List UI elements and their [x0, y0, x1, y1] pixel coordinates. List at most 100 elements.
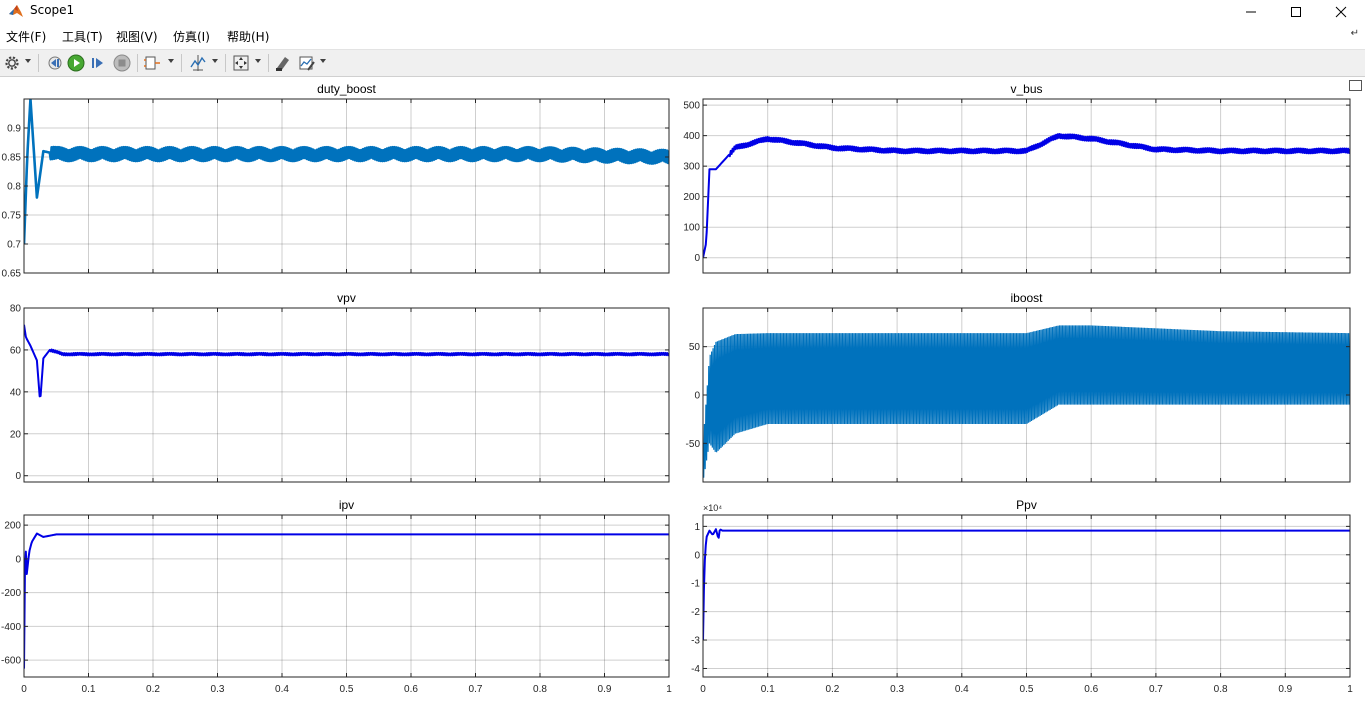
ppv-y-tick-label: -1	[691, 579, 700, 590]
duty-boost-trace	[24, 99, 669, 245]
iboost-chart: -50 0 50 iboost	[686, 291, 1351, 483]
duty-boost-y-tick-label: 0.65	[2, 269, 22, 280]
v-bus-y-tick-label: 400	[683, 131, 700, 142]
signal-selector-icon	[144, 56, 160, 70]
ppv-x-tick-label: 0.5	[1020, 684, 1034, 695]
undock-icon[interactable]	[1349, 80, 1362, 91]
close-button[interactable]	[1318, 0, 1364, 24]
ppv-x-tick-label: 0.9	[1278, 684, 1292, 695]
ipv-x-tick-label: 0.3	[211, 684, 225, 695]
ipv-x-tick-label: 0.9	[598, 684, 612, 695]
ppv-x-tick-label: 0.2	[825, 684, 839, 695]
zoom-fit-button[interactable]	[231, 53, 251, 73]
ppv-x-tick-label: 0	[700, 684, 706, 695]
ipv-x-tick-label: 0	[21, 684, 27, 695]
style-icon	[299, 56, 315, 71]
cursor-measure-icon	[190, 55, 206, 71]
signal-selector-dropdown-icon[interactable]	[168, 59, 174, 63]
step-back-button[interactable]	[44, 53, 64, 73]
v-bus-y-tick-label: 0	[694, 253, 700, 264]
iboost-y-tick-label: 0	[694, 391, 700, 402]
menu-help[interactable]: 帮助(H)	[227, 30, 270, 44]
ppv-x-tick-label: 0.7	[1149, 684, 1163, 695]
iboost-title: iboost	[1010, 291, 1043, 305]
cursor-measure-button[interactable]	[188, 53, 208, 73]
duty-boost-title: duty_boost	[317, 82, 376, 96]
v-bus-y-tick-label: 300	[683, 162, 700, 173]
maximize-button[interactable]	[1273, 0, 1319, 24]
v-bus-trace	[703, 133, 1350, 258]
stop-button[interactable]	[112, 53, 132, 73]
ppv-exponent-label: ×10⁴	[703, 503, 722, 513]
cursor-dropdown-icon[interactable]	[212, 59, 218, 63]
signal-selector-button[interactable]	[143, 53, 163, 73]
ppv-x-tick-label: 0.1	[761, 684, 775, 695]
ppv-y-tick-label: 0	[694, 550, 700, 561]
run-icon	[67, 54, 85, 72]
zoom-dropdown-icon[interactable]	[255, 59, 261, 63]
stop-icon	[113, 54, 131, 72]
vpv-y-tick-label: 80	[10, 304, 22, 315]
v-bus-axes-background	[703, 99, 1350, 273]
ipv-axes-background	[24, 515, 669, 677]
toolbar-separator	[38, 54, 39, 72]
vpv-trace	[24, 324, 669, 398]
duty-boost-chart: 0.65 0.7 0.75 0.8 0.85 0.9 duty_boost	[2, 82, 670, 280]
menu-file[interactable]: 文件(F)	[6, 30, 47, 44]
vpv-y-tick-label: 0	[15, 471, 21, 482]
vpv-y-tick-label: 20	[10, 429, 22, 440]
vpv-chart: 0 20 40 60 80 vpv	[10, 291, 670, 483]
highlight-block-button[interactable]	[273, 53, 293, 73]
v-bus-y-tick-label: 500	[683, 101, 700, 112]
step-forward-button[interactable]	[88, 53, 108, 73]
style-dropdown-icon[interactable]	[320, 59, 326, 63]
settings-button[interactable]	[2, 53, 22, 73]
vpv-title: vpv	[337, 291, 356, 305]
ipv-y-tick-label: -400	[1, 622, 21, 633]
menu-simulation[interactable]: 仿真(I)	[173, 30, 210, 44]
toolbar-separator	[137, 54, 138, 72]
title-bar: Scope1	[0, 0, 1365, 24]
scope-plot-area: 0.65 0.7 0.75 0.8 0.85 0.9 duty_boost 0 100 200 30…	[0, 77, 1365, 705]
ribbon-collapse-icon[interactable]: ↵	[1350, 28, 1359, 39]
duty-boost-y-tick-label: 0.7	[7, 240, 21, 251]
duty-boost-y-tick-label: 0.8	[7, 182, 21, 193]
minimize-button[interactable]	[1228, 0, 1274, 24]
iboost-y-tick-label: -50	[686, 439, 701, 450]
ppv-x-tick-label: 0.6	[1084, 684, 1098, 695]
ppv-trace	[703, 528, 1350, 641]
toolbar-separator	[181, 54, 182, 72]
ipv-y-tick-label: 200	[4, 521, 21, 532]
ipv-y-tick-label: -600	[1, 656, 21, 667]
ipv-x-tick-label: 0.4	[275, 684, 289, 695]
v-bus-y-tick-label: 100	[683, 223, 700, 234]
ipv-x-tick-label: 1	[666, 684, 672, 695]
ipv-x-tick-label: 0.7	[469, 684, 483, 695]
menu-tools[interactable]: 工具(T)	[62, 30, 103, 44]
ppv-x-tick-label: 0.4	[955, 684, 969, 695]
minimize-icon	[1246, 11, 1256, 13]
iboost-y-tick-label: 50	[689, 342, 701, 353]
duty-boost-y-tick-label: 0.75	[2, 211, 22, 222]
menu-view[interactable]: 视图(V)	[116, 30, 158, 44]
v-bus-y-tick-label: 200	[683, 192, 700, 203]
duty-boost-y-tick-label: 0.9	[7, 124, 21, 135]
duty-boost-y-tick-label: 0.85	[2, 153, 22, 164]
run-button[interactable]	[66, 53, 86, 73]
ppv-axes-background	[703, 515, 1350, 677]
ipv-chart: -600 -400 -200 0 200 0 0.1 0.2 0.3 0.4 0.5 0.6 0.7 0.…	[1, 498, 672, 695]
zoom-fit-icon	[233, 55, 249, 71]
ipv-x-tick-label: 0.5	[340, 684, 354, 695]
style-button[interactable]	[297, 53, 317, 73]
ppv-x-tick-label: 0.8	[1214, 684, 1228, 695]
ipv-x-tick-label: 0.8	[533, 684, 547, 695]
iboost-trace	[703, 325, 1350, 478]
settings-dropdown-icon[interactable]	[25, 59, 31, 63]
toolbar-separator	[268, 54, 269, 72]
ppv-x-tick-label: 0.3	[890, 684, 904, 695]
ppv-x-tick-label: 1	[1347, 684, 1353, 695]
vpv-y-tick-label: 60	[10, 345, 22, 356]
v-bus-title: v_bus	[1010, 82, 1042, 96]
ppv-title: Ppv	[1016, 498, 1037, 512]
matlab-logo-icon	[9, 5, 23, 17]
